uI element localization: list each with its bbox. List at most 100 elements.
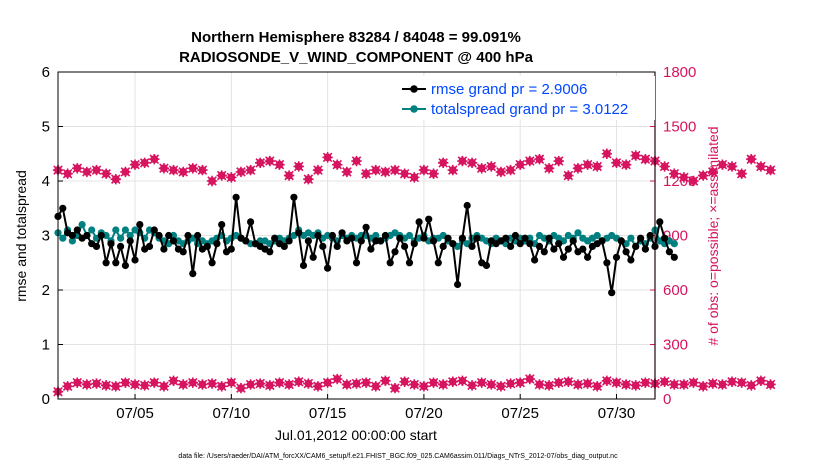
obs-possible-marker bbox=[312, 164, 324, 176]
obs-possible-marker bbox=[149, 154, 160, 165]
y-axis-left-label: rmse and totalspread bbox=[13, 170, 29, 302]
rmse-point bbox=[242, 237, 250, 245]
obs-possible-marker bbox=[370, 164, 381, 176]
rmse-point bbox=[68, 231, 76, 240]
obs-possible-marker bbox=[177, 166, 189, 178]
rmse-point bbox=[545, 234, 553, 242]
rmse-point bbox=[454, 280, 462, 289]
obs-assimilated-marker bbox=[399, 376, 410, 387]
footer-data-file: data file: /Users/raeder/DAI/ATM_forcXX/… bbox=[178, 453, 618, 460]
obs-assimilated-marker bbox=[303, 378, 314, 389]
obs-assimilated-marker bbox=[332, 373, 343, 385]
rmse-point bbox=[439, 242, 447, 250]
obs-possible-marker bbox=[534, 154, 545, 165]
rmse-point bbox=[150, 226, 158, 234]
obs-assimilated-marker bbox=[322, 377, 333, 388]
obs-possible-marker bbox=[697, 170, 709, 181]
obs-possible-marker bbox=[303, 173, 314, 185]
obs-possible-marker bbox=[553, 155, 564, 167]
obs-assimilated-marker bbox=[524, 373, 536, 385]
rmse-point bbox=[117, 242, 125, 250]
obs-assimilated-marker bbox=[235, 382, 247, 394]
legend-spread-label: totalspread grand pr = 3.0122 bbox=[431, 101, 628, 118]
obs-possible-marker bbox=[476, 163, 487, 174]
obs-possible-marker bbox=[216, 170, 227, 181]
rmse-point bbox=[290, 193, 298, 201]
obs-assimilated-marker bbox=[418, 381, 430, 392]
rmse-point bbox=[381, 231, 389, 240]
y-left-tick-label: 0 bbox=[42, 391, 50, 408]
obs-assimilated-marker bbox=[553, 377, 564, 388]
obs-possible-marker bbox=[129, 159, 141, 170]
obs-possible-marker bbox=[678, 172, 690, 183]
x-tick-label: 07/30 bbox=[598, 405, 636, 422]
rmse-point bbox=[92, 242, 101, 250]
rmse-point bbox=[136, 221, 144, 229]
obs-possible-marker bbox=[524, 155, 536, 167]
obs-possible-marker bbox=[669, 168, 680, 179]
totalspread-point bbox=[372, 231, 380, 240]
obs-assimilated-marker bbox=[255, 378, 266, 389]
rmse-point bbox=[102, 259, 110, 267]
totalspread-point bbox=[574, 229, 582, 237]
obs-possible-marker bbox=[707, 166, 718, 178]
rmse-point bbox=[656, 218, 664, 226]
obs-possible-marker bbox=[765, 164, 776, 176]
rmse-point bbox=[569, 237, 577, 245]
legend-rmse-label: rmse grand pr = 2.9006 bbox=[431, 81, 587, 98]
obs-assimilated-marker bbox=[707, 378, 718, 389]
obs-assimilated-marker bbox=[486, 379, 497, 390]
rmse-point bbox=[299, 261, 308, 270]
obs-possible-marker bbox=[81, 166, 93, 178]
obs-assimilated-marker bbox=[765, 379, 776, 390]
obs-assimilated-marker bbox=[697, 381, 709, 392]
obs-assimilated-marker bbox=[216, 381, 227, 392]
rmse-point bbox=[391, 248, 399, 256]
obs-assimilated-marker bbox=[409, 379, 420, 390]
obs-possible-marker bbox=[235, 166, 247, 178]
obs-possible-marker bbox=[717, 159, 728, 170]
rmse-point bbox=[131, 256, 139, 264]
rmse-point bbox=[155, 231, 163, 240]
obs-possible-marker bbox=[283, 170, 295, 181]
rmse-point bbox=[352, 259, 361, 267]
rmse-point bbox=[608, 289, 616, 297]
obs-assimilated-marker bbox=[476, 377, 487, 388]
rmse-point bbox=[415, 218, 423, 226]
rmse-point bbox=[73, 226, 81, 234]
obs-possible-marker bbox=[332, 159, 343, 170]
obs-possible-marker bbox=[457, 155, 468, 167]
obs-assimilated-marker bbox=[514, 377, 526, 388]
obs-assimilated-marker bbox=[534, 379, 545, 390]
rmse-point bbox=[160, 245, 168, 253]
obs-assimilated-marker bbox=[72, 377, 83, 388]
obs-assimilated-marker bbox=[640, 377, 651, 388]
obs-possible-marker bbox=[495, 166, 507, 178]
obs-possible-marker bbox=[620, 159, 632, 170]
obs-assimilated-marker bbox=[264, 380, 276, 391]
obs-possible-marker bbox=[592, 161, 603, 172]
obs-assimilated-marker bbox=[389, 382, 401, 394]
rmse-point bbox=[458, 234, 466, 242]
x-axis: 07/05 07/10 07/15 07/20 07/25 07/30 bbox=[116, 394, 635, 422]
rmse-point bbox=[646, 231, 654, 240]
obs-assimilated-marker bbox=[206, 378, 218, 389]
y-left-tick-label: 6 bbox=[42, 64, 50, 81]
totalspread-point bbox=[121, 226, 129, 234]
rmse-point bbox=[348, 234, 356, 242]
rmse-point bbox=[218, 221, 226, 229]
rmse-point bbox=[579, 245, 587, 253]
rmse-point bbox=[333, 242, 341, 250]
rmse-point bbox=[328, 231, 336, 240]
obs-possible-marker bbox=[206, 175, 218, 187]
rmse-series bbox=[54, 193, 678, 297]
obs-possible-marker bbox=[611, 157, 622, 169]
rmse-point bbox=[377, 237, 385, 245]
obs-possible-marker bbox=[72, 163, 83, 174]
y-right-tick-label: 600 bbox=[663, 282, 688, 299]
y-left-tick-label: 4 bbox=[42, 173, 50, 190]
obs-possible-marker bbox=[110, 173, 121, 185]
obs-possible-marker bbox=[293, 161, 304, 172]
rmse-point bbox=[612, 253, 621, 261]
rmse-point bbox=[429, 237, 438, 245]
